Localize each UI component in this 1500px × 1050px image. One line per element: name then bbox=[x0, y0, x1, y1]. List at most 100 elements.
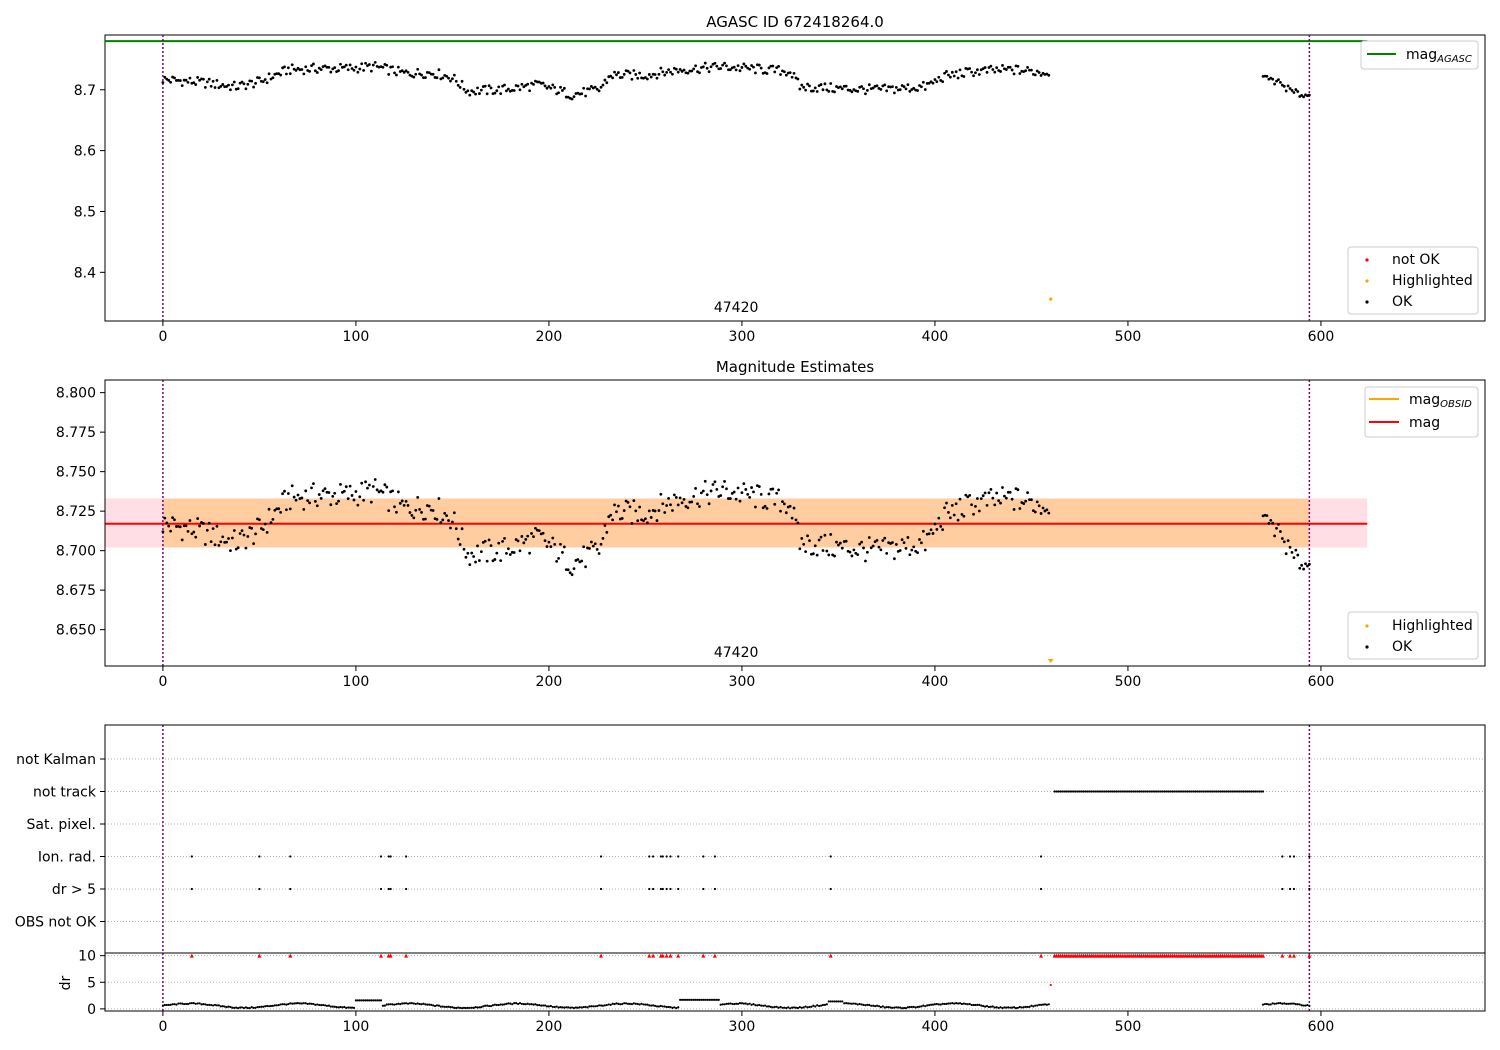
dr-obs-boundaries bbox=[162, 953, 1311, 1011]
dr-point bbox=[773, 1005, 776, 1009]
ok-point bbox=[1010, 68, 1014, 72]
dr-point bbox=[1267, 1003, 1270, 1006]
ok-point bbox=[416, 67, 420, 71]
ok-point bbox=[296, 66, 300, 70]
ok-point bbox=[171, 516, 174, 519]
dr-point bbox=[1269, 1003, 1272, 1006]
ok-point bbox=[1028, 68, 1031, 72]
ok-point bbox=[931, 532, 935, 535]
ok-point bbox=[754, 71, 757, 75]
dr-point bbox=[727, 1002, 730, 1005]
ok-point bbox=[302, 72, 306, 76]
ok-point bbox=[445, 74, 449, 78]
ok-point bbox=[333, 491, 337, 495]
dr-point bbox=[368, 999, 371, 1002]
dr-point bbox=[555, 1005, 558, 1008]
ok-point bbox=[904, 87, 908, 91]
ok-point bbox=[1033, 510, 1037, 514]
ok-point bbox=[373, 60, 377, 64]
dr-point bbox=[945, 1002, 948, 1005]
dr-point bbox=[356, 999, 359, 1002]
dr-point bbox=[991, 1005, 994, 1008]
ok-point bbox=[782, 70, 786, 74]
dr-point bbox=[381, 1004, 385, 1007]
ok-point bbox=[954, 502, 958, 506]
ok-point bbox=[678, 496, 682, 500]
ok-point bbox=[570, 573, 574, 577]
ok-point bbox=[968, 493, 972, 497]
ok-point bbox=[312, 62, 315, 66]
ok-point bbox=[294, 68, 298, 72]
ok-point bbox=[860, 540, 863, 544]
ok-point bbox=[752, 65, 755, 69]
dr-point bbox=[966, 1003, 969, 1006]
ok-point bbox=[642, 519, 645, 523]
dr-point bbox=[482, 1005, 485, 1008]
ok-point bbox=[686, 71, 690, 75]
ok-point bbox=[869, 546, 873, 550]
ok-point bbox=[690, 500, 694, 504]
dr-point bbox=[791, 1006, 794, 1009]
not-track-point bbox=[1192, 790, 1195, 793]
legend-highlighted-marker bbox=[1365, 279, 1369, 283]
ok-point bbox=[790, 75, 794, 79]
dr-point bbox=[227, 1005, 230, 1008]
x-tick-label: 300 bbox=[729, 1019, 756, 1035]
ok-point bbox=[427, 504, 431, 508]
ok-point bbox=[993, 503, 997, 507]
dr-point bbox=[530, 1003, 533, 1006]
x-tick-label: 300 bbox=[729, 329, 756, 345]
dr-point bbox=[999, 1006, 1002, 1009]
not-track-point bbox=[1167, 790, 1170, 793]
dr-point bbox=[611, 1002, 614, 1005]
ok-point bbox=[562, 545, 566, 549]
dr-point bbox=[347, 1006, 350, 1009]
not-track-point bbox=[1223, 790, 1226, 793]
dr-point bbox=[422, 1002, 425, 1005]
ok-point bbox=[186, 530, 190, 533]
ok-point bbox=[1292, 556, 1296, 560]
dr-point bbox=[970, 1003, 973, 1007]
estimates-plot-frame bbox=[104, 379, 1486, 667]
ok-point bbox=[885, 89, 889, 93]
ok-point bbox=[1010, 497, 1014, 501]
ok-point bbox=[240, 80, 244, 84]
dr-point bbox=[406, 1002, 410, 1005]
ok-point bbox=[466, 551, 470, 555]
x-tick-label: 0 bbox=[158, 1019, 167, 1035]
dr-point bbox=[694, 998, 697, 1001]
ok-point bbox=[898, 88, 902, 92]
ok-point bbox=[728, 497, 732, 500]
dr-point bbox=[293, 1002, 296, 1005]
ok-point bbox=[559, 85, 562, 89]
dr-point bbox=[1261, 1003, 1265, 1006]
dr-point bbox=[316, 1003, 319, 1006]
dr-point bbox=[596, 1004, 599, 1008]
dr-point bbox=[1296, 1003, 1299, 1006]
dr-point bbox=[273, 1004, 276, 1007]
estimates-legend-obsid-mag: mag bbox=[1409, 392, 1440, 408]
ok-point bbox=[246, 82, 250, 86]
dr-point bbox=[289, 1002, 292, 1005]
ok-point bbox=[595, 547, 599, 551]
ok-point bbox=[1026, 491, 1029, 495]
dr-point bbox=[580, 1006, 583, 1009]
y-tick-label: 8.5 bbox=[74, 204, 96, 220]
dr-point bbox=[200, 1003, 203, 1006]
ok-point bbox=[362, 68, 366, 72]
ok-point bbox=[779, 509, 782, 513]
dr-point bbox=[578, 1006, 581, 1009]
dr-point bbox=[696, 998, 699, 1001]
ok-point bbox=[788, 504, 792, 508]
not-track-point bbox=[1155, 790, 1158, 793]
ok-point bbox=[229, 549, 232, 553]
not-track-point bbox=[1126, 790, 1130, 793]
dr-point bbox=[453, 1006, 456, 1009]
ok-point bbox=[518, 549, 522, 553]
ok-point bbox=[813, 86, 817, 90]
dr-point bbox=[161, 1004, 165, 1007]
dr-point bbox=[769, 1005, 772, 1009]
ok-point bbox=[881, 539, 885, 542]
ok-point bbox=[364, 61, 367, 65]
not-track-point bbox=[1204, 790, 1207, 793]
